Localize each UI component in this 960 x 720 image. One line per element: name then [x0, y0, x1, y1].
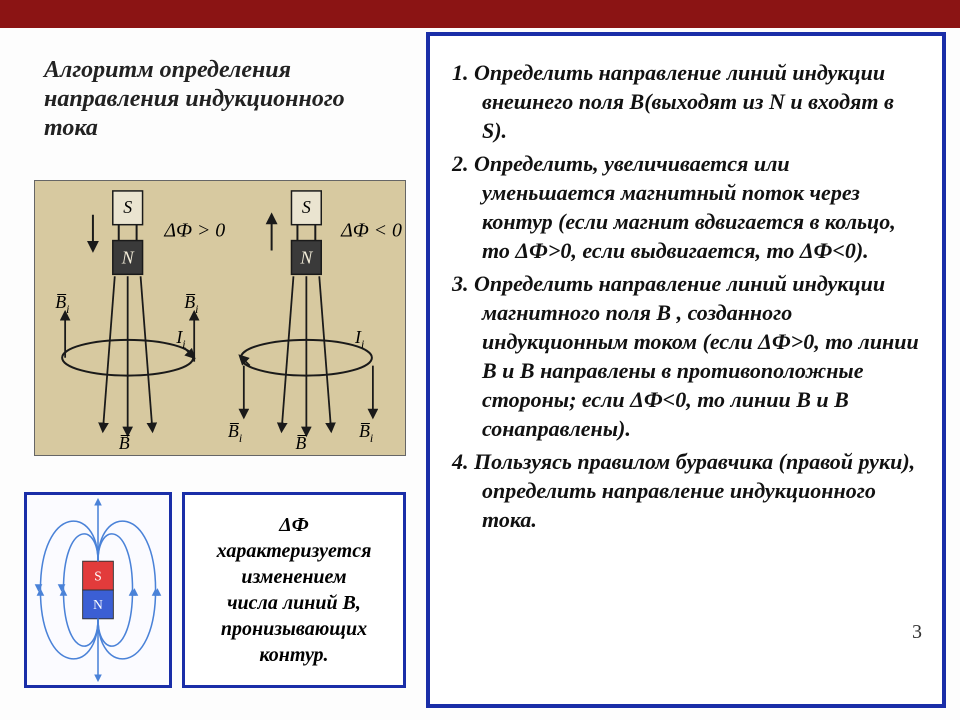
- phi-positive-label: ΔФ > 0: [163, 220, 225, 242]
- svg-text:B̅i: B̅i: [228, 421, 242, 445]
- svg-text:B̅i: B̅i: [359, 421, 373, 445]
- left-N-label: N: [121, 247, 135, 267]
- field-N-label: N: [93, 597, 103, 612]
- steps-list: 1. Определить направление линий индукции…: [452, 58, 924, 535]
- magnet-field-diagram: S N: [24, 492, 172, 688]
- right-S-label: S: [302, 197, 311, 217]
- physics-diagram: S N ΔФ > 0 Ii B̅i B̅i B̅: [34, 180, 406, 456]
- caption-panel: ΔФ характеризуется изменением числа лини…: [182, 492, 406, 688]
- page-number: 3: [912, 621, 922, 644]
- step-1: 1. Определить направление линий индукции…: [452, 58, 924, 145]
- algorithm-steps-panel: 1. Определить направление линий индукции…: [426, 32, 946, 708]
- top-accent-bar: [0, 0, 960, 28]
- page-title: Алгоритм определения направления индукци…: [44, 56, 384, 142]
- phi-negative-label: ΔФ < 0: [340, 220, 402, 242]
- step-4: 4. Пользуясь правилом буравчика (правой …: [452, 447, 924, 534]
- svg-text:B̅: B̅: [119, 433, 131, 453]
- svg-text:B̅i: B̅i: [184, 292, 198, 316]
- caption-text: ΔФ характеризуется изменением числа лини…: [217, 512, 372, 668]
- svg-text:B̅i: B̅i: [55, 292, 69, 316]
- field-S-label: S: [94, 568, 101, 583]
- left-S-label: S: [123, 197, 132, 217]
- right-N-label: N: [299, 247, 313, 267]
- step-3: 3. Определить направление линий индукции…: [452, 269, 924, 443]
- svg-text:B̅: B̅: [295, 433, 307, 453]
- step-2: 2. Определить, увеличивается или уменьша…: [452, 149, 924, 265]
